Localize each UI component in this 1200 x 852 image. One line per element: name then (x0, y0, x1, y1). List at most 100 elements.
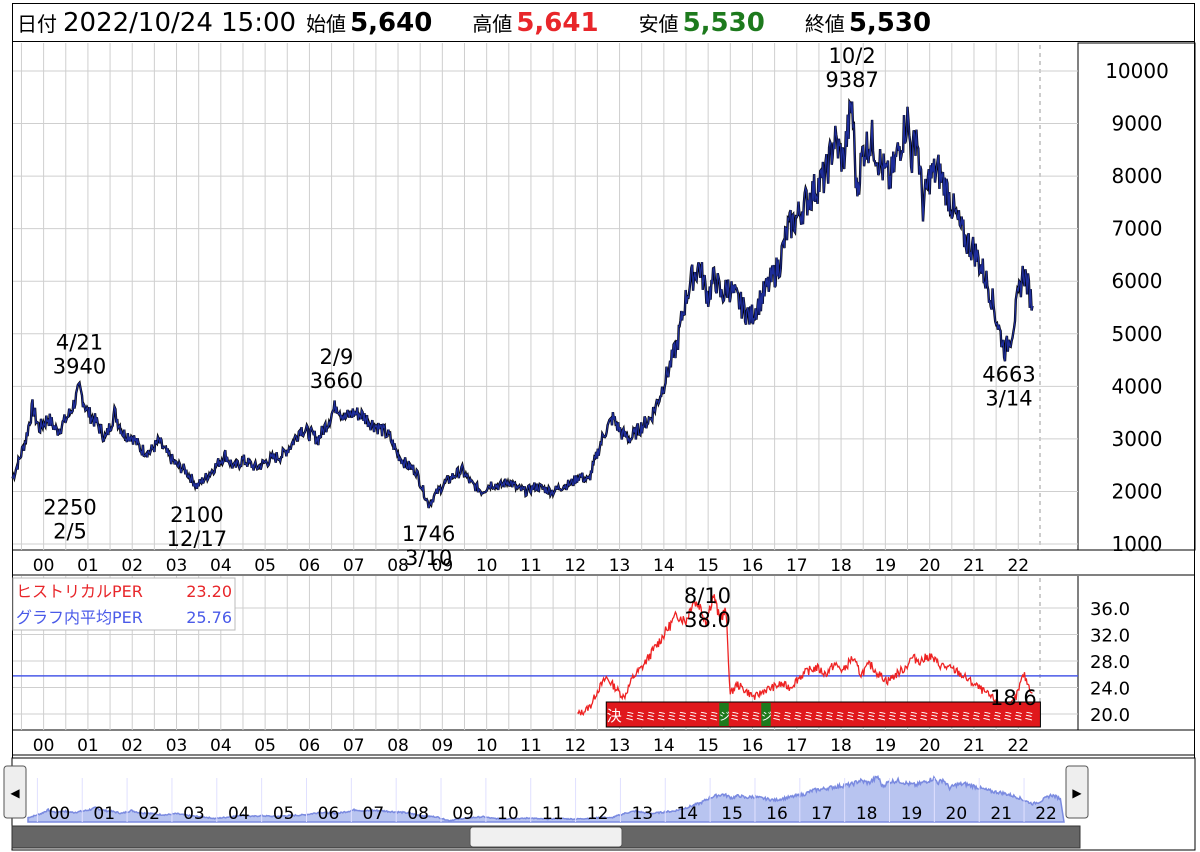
year-tick-label: 22 (1007, 556, 1029, 576)
avg-per-value: 25.76 (186, 608, 232, 627)
close-label: 終値 (804, 12, 845, 36)
price-axis-tick: 7000 (1112, 217, 1163, 241)
settlement-green-cell (719, 703, 729, 726)
settlement-cell: ミ (982, 710, 993, 723)
avg-per-label: グラフ内平均PER (16, 608, 143, 627)
settlement-cell: ミ (835, 710, 846, 723)
annotation-date: 2/9 (320, 345, 354, 369)
navigator-year-label: 20 (946, 804, 968, 824)
settlement-cell: ミ (625, 710, 636, 723)
year-tick-label: 14 (653, 556, 675, 576)
annotation-date: 2/5 (53, 519, 87, 543)
year-tick-label-per: 04 (210, 736, 232, 756)
price-axis-tick: 9000 (1112, 112, 1163, 136)
settlement-cell: ミ (688, 710, 699, 723)
navigator-year-label: 00 (49, 804, 71, 824)
year-tick-label: 07 (343, 556, 365, 576)
year-tick-label: 02 (121, 556, 143, 576)
low-label: 安値 (638, 12, 679, 36)
settlement-cell: ミ (656, 710, 667, 723)
ohlc-header: 日付 2022/10/24 15:00 始値 5,640 高値 5,641 安値… (12, 3, 1195, 42)
year-tick-label-per: 10 (476, 736, 498, 756)
navigator-year-label: 13 (632, 804, 654, 824)
high-label: 高値 (472, 12, 513, 36)
price-line-body (12, 99, 1034, 509)
navigator-year-label: 07 (363, 804, 385, 824)
navigator-year-label: 01 (93, 804, 115, 824)
navigator-area (27, 774, 1065, 823)
navigator-year-label: 12 (587, 804, 609, 824)
year-tick-label-per: 14 (653, 736, 675, 756)
year-tick-label: 01 (77, 556, 99, 576)
settlement-cell: ミ (740, 710, 751, 723)
annotation-date: 12/17 (167, 527, 228, 551)
price-axis-tick: 5000 (1112, 322, 1163, 346)
settlement-cell: ミ (961, 710, 972, 723)
right-arrow-icon: ▶ (1072, 786, 1082, 800)
settlement-cell: ミ (782, 710, 793, 723)
year-tick-label-per: 17 (786, 736, 808, 756)
settlement-cell: ミ (814, 710, 825, 723)
settlement-green-cell (761, 703, 771, 726)
annotation-value: 2250 (43, 495, 96, 519)
settlement-cell: ミ (940, 710, 951, 723)
low-value: 5,530 (682, 7, 765, 38)
year-tick-label-per: 11 (520, 736, 542, 756)
navigator-year-label: 02 (138, 804, 160, 824)
year-tick-label-per: 01 (77, 736, 99, 756)
navigator-right-button (1065, 765, 1089, 819)
year-tick-label: 03 (166, 556, 188, 576)
settlement-cell: ミ (751, 710, 762, 723)
year-tick-label-per: 05 (254, 736, 276, 756)
navigator-year-label: 16 (766, 804, 788, 824)
year-tick-label: 21 (963, 556, 985, 576)
year-tick-label-per: 02 (121, 736, 143, 756)
year-tick-label-per: 00 (33, 736, 55, 756)
price-axis-tick: 6000 (1112, 269, 1163, 293)
annotation-value: 9387 (825, 68, 878, 92)
settlement-cell: ミ (677, 710, 688, 723)
settlement-first-cell: 決 (607, 707, 622, 725)
year-tick-label-per: 22 (1007, 736, 1029, 756)
year-tick-label: 19 (875, 556, 897, 576)
annotation-date: 3/10 (405, 546, 452, 570)
annotation-date: 10/2 (829, 44, 876, 68)
settlement-cell: ミ (1024, 710, 1035, 723)
navigator-year-label: 22 (1035, 804, 1057, 824)
settlement-cell: ミ (856, 710, 867, 723)
date-label: 日付 (17, 12, 57, 36)
navigator-year-label: 18 (856, 804, 878, 824)
navigator-year-label: 14 (676, 804, 698, 824)
settlement-cell: ミ (730, 710, 741, 723)
settlement-cell: ミ (908, 710, 919, 723)
navigator-year-label: 11 (542, 804, 564, 824)
settlement-cell: ミ (646, 710, 657, 723)
price-series (11, 97, 1034, 509)
year-tick-label-per: 09 (432, 736, 454, 756)
settlement-row (605, 701, 1041, 728)
settlement-cell: ミ (971, 710, 982, 723)
settlement-cell: ミ (950, 710, 961, 723)
settlement-cell: ミ (929, 710, 940, 723)
settlement-cell: ミ (898, 710, 909, 723)
navigator[interactable]: ◀ ▶ (3, 757, 1196, 851)
settlement-cell: ミ (866, 710, 877, 723)
year-tick-label: 06 (299, 556, 321, 576)
settlement-cell: ミ (919, 710, 930, 723)
settlement-cell: ミ (803, 710, 814, 723)
per-annotation-value: 38.0 (684, 608, 731, 632)
year-tick-label: 12 (564, 556, 586, 576)
settlement-cell: ミ (793, 710, 804, 723)
settlement-cell: ミ (887, 710, 898, 723)
price-axis-tick: 2000 (1112, 479, 1163, 503)
annotation-value: 1746 (402, 522, 455, 546)
settlement-cell: ミ (1013, 710, 1024, 723)
year-tick-label: 10 (476, 556, 498, 576)
year-tick-label-per: 15 (697, 736, 719, 756)
settlement-cell: ジ (719, 710, 730, 723)
year-tick-label: 08 (387, 556, 409, 576)
navigator-year-label: 10 (497, 804, 519, 824)
year-tick-label: 11 (520, 556, 542, 576)
annotation-date: 4/21 (56, 330, 103, 354)
